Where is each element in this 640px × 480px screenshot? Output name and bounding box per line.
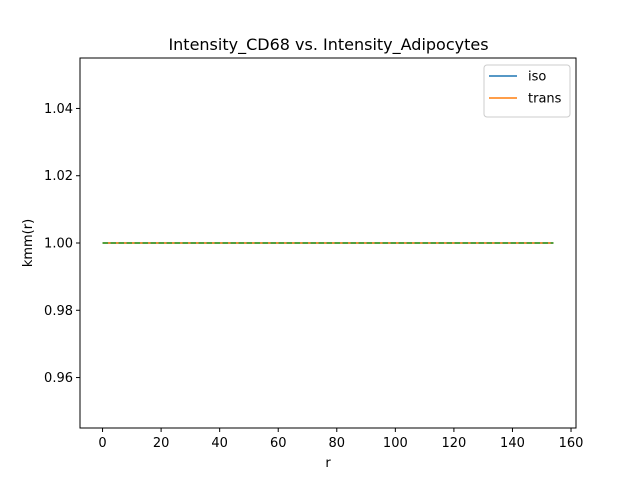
y-tick-label: 1.02 (44, 169, 73, 184)
y-tick-label: 0.98 (44, 304, 73, 319)
y-axis: 0.96 0.98 1.00 1.02 1.04 (44, 102, 80, 386)
x-axis-label: r (325, 456, 331, 471)
legend-label-iso: iso (528, 70, 546, 85)
y-axis-label: kmm(r) (21, 219, 36, 267)
legend-label-trans: trans (528, 92, 562, 107)
x-tick-label: 0 (98, 436, 106, 451)
y-tick-label: 0.96 (44, 371, 73, 386)
x-tick-label: 120 (441, 436, 466, 451)
x-axis: 0 20 40 60 80 100 120 140 160 (98, 428, 583, 451)
chart-title: Intensity_CD68 vs. Intensity_Adipocytes (168, 35, 488, 55)
x-tick-label: 140 (500, 436, 525, 451)
x-tick-label: 40 (211, 436, 228, 451)
y-tick-label: 1.00 (44, 237, 73, 252)
x-tick-label: 60 (270, 436, 287, 451)
y-tick-label: 1.04 (44, 102, 73, 117)
x-tick-label: 100 (383, 436, 408, 451)
legend-box (483, 64, 571, 118)
x-tick-label: 160 (559, 436, 584, 451)
legend: iso trans (483, 64, 571, 118)
x-tick-label: 80 (329, 436, 346, 451)
x-tick-label: 20 (153, 436, 170, 451)
